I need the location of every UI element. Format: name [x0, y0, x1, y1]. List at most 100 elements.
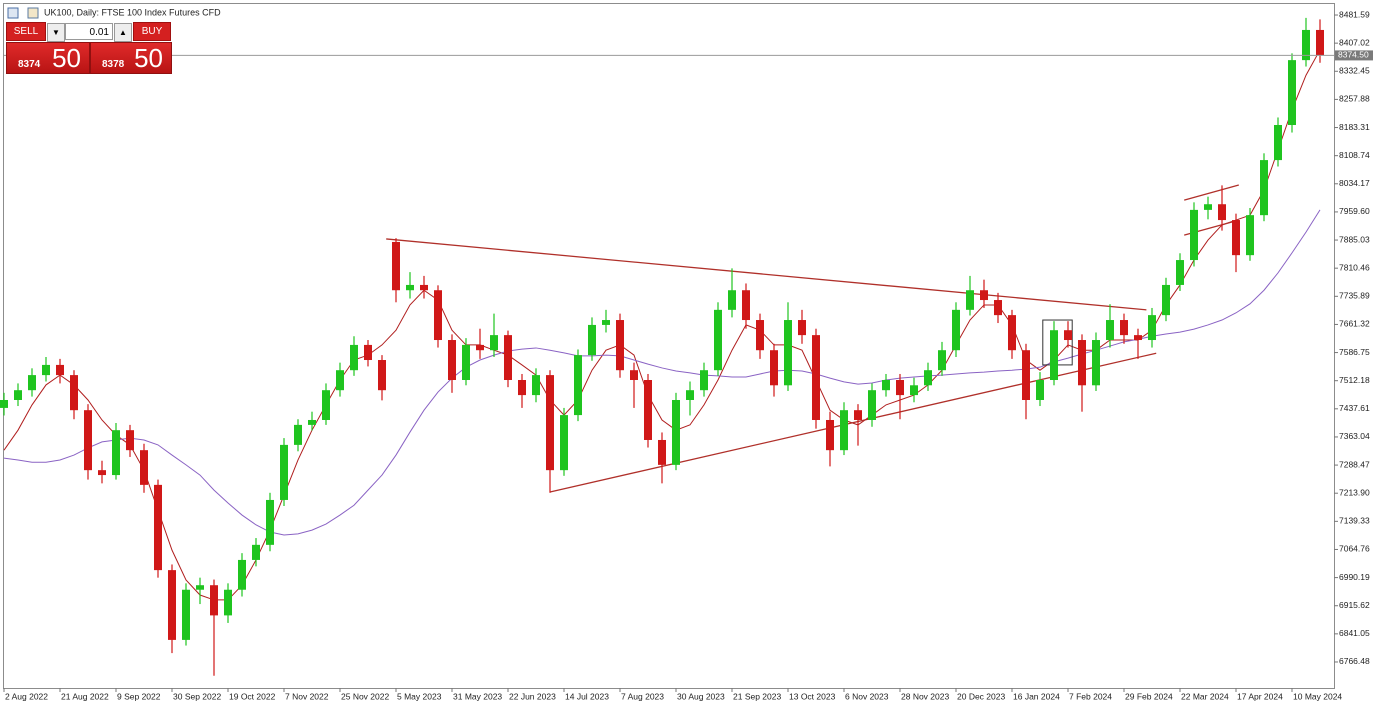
- chart-icon: [7, 7, 19, 19]
- y-tick-label: 7512.18: [1339, 375, 1370, 385]
- ask-pips: 50: [134, 43, 163, 73]
- y-tick-label: 7959.60: [1339, 206, 1370, 216]
- x-tick-label: 6 Nov 2023: [845, 691, 889, 701]
- sell-button[interactable]: SELL: [6, 22, 46, 41]
- buy-button[interactable]: BUY: [133, 22, 171, 41]
- candle-body: [938, 350, 946, 371]
- x-tick-label: 7 Feb 2024: [1069, 691, 1112, 701]
- candle-body: [1218, 204, 1226, 221]
- candle-body: [280, 444, 288, 500]
- candle-body: [518, 380, 526, 396]
- lot-input[interactable]: 0.01: [65, 23, 113, 40]
- y-tick-label: 7064.76: [1339, 544, 1370, 554]
- candle-body: [910, 385, 918, 396]
- candle-body: [630, 370, 638, 381]
- y-tick-label: 8332.45: [1339, 66, 1370, 76]
- lot-down[interactable]: ▼: [47, 23, 65, 42]
- trendline: [1184, 184, 1239, 201]
- candle-body: [1064, 330, 1072, 341]
- candle-body: [658, 439, 666, 465]
- candle-body: [742, 290, 750, 321]
- y-tick-label: 8108.74: [1339, 150, 1370, 160]
- x-tick-label: 7 Aug 2023: [621, 691, 664, 701]
- candle-body: [994, 300, 1002, 316]
- candle-body: [308, 419, 316, 425]
- candle-body: [826, 419, 834, 451]
- trendline: [386, 238, 1147, 311]
- candle-body: [1274, 125, 1282, 161]
- candle-body: [770, 350, 778, 386]
- x-tick-label: 17 Apr 2024: [1237, 691, 1283, 701]
- candle-body: [854, 410, 862, 420]
- x-tick-label: 21 Sep 2023: [733, 691, 781, 701]
- candle-body: [266, 499, 274, 545]
- candle-body: [168, 570, 176, 640]
- candle-body: [294, 424, 302, 445]
- candle-body: [392, 241, 400, 291]
- y-tick-label: 7810.46: [1339, 262, 1370, 272]
- candle-body: [532, 375, 540, 396]
- candle-body: [798, 320, 806, 336]
- candle-body: [644, 380, 652, 440]
- candle-body: [952, 309, 960, 351]
- candle-body: [1008, 315, 1016, 351]
- x-tick-label: 21 Aug 2022: [61, 691, 109, 701]
- candle-body: [840, 410, 848, 451]
- candle-body: [1022, 350, 1030, 400]
- candle-body: [1204, 204, 1212, 210]
- candle-body: [1134, 335, 1142, 341]
- candle-body: [70, 375, 78, 411]
- candle-body: [28, 375, 36, 391]
- candle-body: [924, 370, 932, 386]
- candle-body: [252, 544, 260, 560]
- candle-body: [0, 399, 8, 408]
- candle-body: [238, 559, 246, 590]
- ask-price[interactable]: 8378 50: [90, 42, 172, 74]
- x-tick-label: 29 Feb 2024: [1125, 691, 1173, 701]
- bid-price[interactable]: 8374 50: [6, 42, 90, 74]
- candle-body: [210, 585, 218, 616]
- candle-body: [546, 375, 554, 471]
- candle-body: [616, 320, 624, 371]
- candle-body: [574, 355, 582, 416]
- candle-body: [42, 364, 50, 376]
- y-tick-label: 7213.90: [1339, 487, 1370, 497]
- y-tick-label: 8407.02: [1339, 37, 1370, 47]
- candle-body: [1092, 340, 1100, 386]
- candle-body: [1246, 215, 1254, 256]
- bid-pips: 50: [52, 43, 81, 73]
- x-tick-label: 19 Oct 2022: [229, 691, 276, 701]
- lot-up[interactable]: ▲: [114, 23, 132, 42]
- candle-body: [1176, 260, 1184, 285]
- x-tick-label: 7 Nov 2022: [285, 691, 329, 701]
- x-tick-label: 22 Mar 2024: [1181, 691, 1229, 701]
- x-tick-label: 14 Jul 2023: [565, 691, 609, 701]
- candle-body: [980, 290, 988, 301]
- candle-body: [588, 324, 596, 356]
- y-tick-label: 6915.62: [1339, 600, 1370, 610]
- chart-title: UK100, Daily: FTSE 100 Index Futures CFD: [44, 7, 221, 17]
- candle-body: [1120, 320, 1128, 336]
- candle-body: [1106, 320, 1114, 341]
- candle-body: [868, 390, 876, 420]
- candle-body: [378, 360, 386, 391]
- x-tick-label: 28 Nov 2023: [901, 691, 949, 701]
- candle-body: [784, 320, 792, 386]
- candle-body: [896, 380, 904, 396]
- candle-body: [714, 309, 722, 371]
- candle-body: [434, 290, 442, 341]
- candle-body: [364, 344, 372, 361]
- x-tick-label: 31 May 2023: [453, 691, 502, 701]
- candle-body: [686, 390, 694, 400]
- moving-average: [3, 49, 1321, 601]
- x-tick-label: 20 Dec 2023: [957, 691, 1005, 701]
- candle-body: [1050, 330, 1058, 381]
- x-tick-label: 30 Aug 2023: [677, 691, 725, 701]
- candle-body: [756, 320, 764, 351]
- candle-body: [1078, 340, 1086, 386]
- candle-body: [560, 415, 568, 471]
- x-tick-label: 10 May 2024: [1293, 691, 1342, 701]
- plot-frame: [3, 3, 1335, 689]
- y-tick-label: 6841.05: [1339, 628, 1370, 638]
- last-price-box: [1335, 50, 1373, 61]
